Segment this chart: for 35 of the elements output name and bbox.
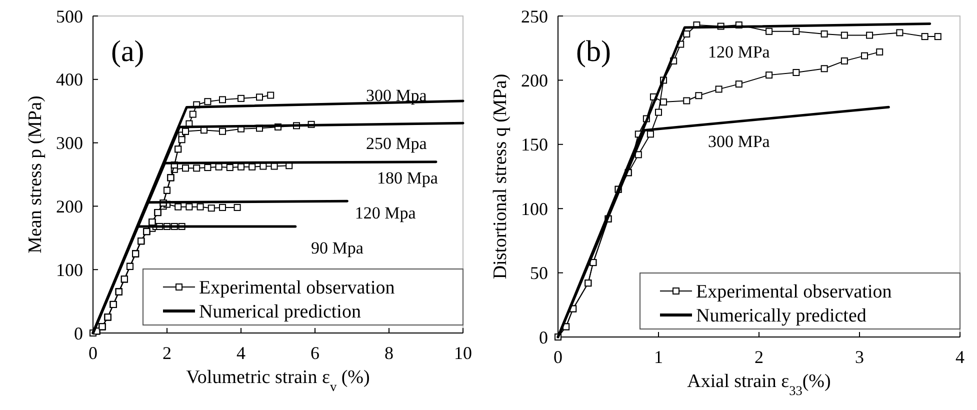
x-tick-label: 1 bbox=[654, 347, 663, 367]
y-tick-label: 250 bbox=[521, 6, 548, 26]
annotation: 300 Mpa bbox=[366, 86, 428, 106]
x-tick-label: 6 bbox=[310, 343, 320, 363]
x-axis-title: Axial strain ε$_{33}$(%) bbox=[687, 371, 831, 398]
annotation: 90 Mpa bbox=[310, 238, 364, 258]
y-tick-label: 0 bbox=[74, 323, 83, 344]
x-tick-label: 0 bbox=[88, 343, 98, 363]
text: (a) bbox=[111, 35, 144, 68]
y-tick-label: 150 bbox=[521, 134, 548, 155]
y-tick-label: 100 bbox=[56, 260, 83, 280]
x-tick-label: 3 bbox=[855, 347, 864, 367]
x-tick-label: 8 bbox=[384, 343, 394, 363]
y-tick-label: 0 bbox=[539, 327, 548, 348]
y-axis-title: Mean stress p (MPa) bbox=[25, 96, 46, 254]
annotation: 180 Mpa bbox=[377, 168, 438, 188]
y-tick-label: 100 bbox=[521, 198, 548, 219]
y-tick-label: 200 bbox=[521, 70, 548, 90]
x-tick-label: 0 bbox=[554, 347, 562, 367]
x-axis-title: Volumetric strain ε$_{v}$ (%) bbox=[186, 367, 370, 394]
y-axis-title: Distortional stress q (MPa) bbox=[490, 74, 511, 280]
y-tick-label: 200 bbox=[56, 196, 83, 216]
y-tick-label: 300 bbox=[56, 133, 83, 154]
x-tick-label: 2 bbox=[162, 343, 172, 363]
x-tick-label: 2 bbox=[754, 347, 764, 367]
x-tick-label: 10 bbox=[454, 343, 472, 363]
x-tick-label: 4 bbox=[956, 347, 964, 367]
legend-label: Numerical prediction bbox=[199, 302, 362, 323]
x-tick-label: 4 bbox=[236, 343, 246, 363]
annotation: 120 Mpa bbox=[354, 203, 416, 222]
y-tick-label: 400 bbox=[56, 70, 83, 90]
legend-label: Experimental observation bbox=[199, 278, 396, 299]
y-tick-label: 50 bbox=[530, 263, 548, 284]
y-tick-label: 500 bbox=[56, 6, 83, 26]
annotation: 250 Mpa bbox=[366, 134, 428, 153]
